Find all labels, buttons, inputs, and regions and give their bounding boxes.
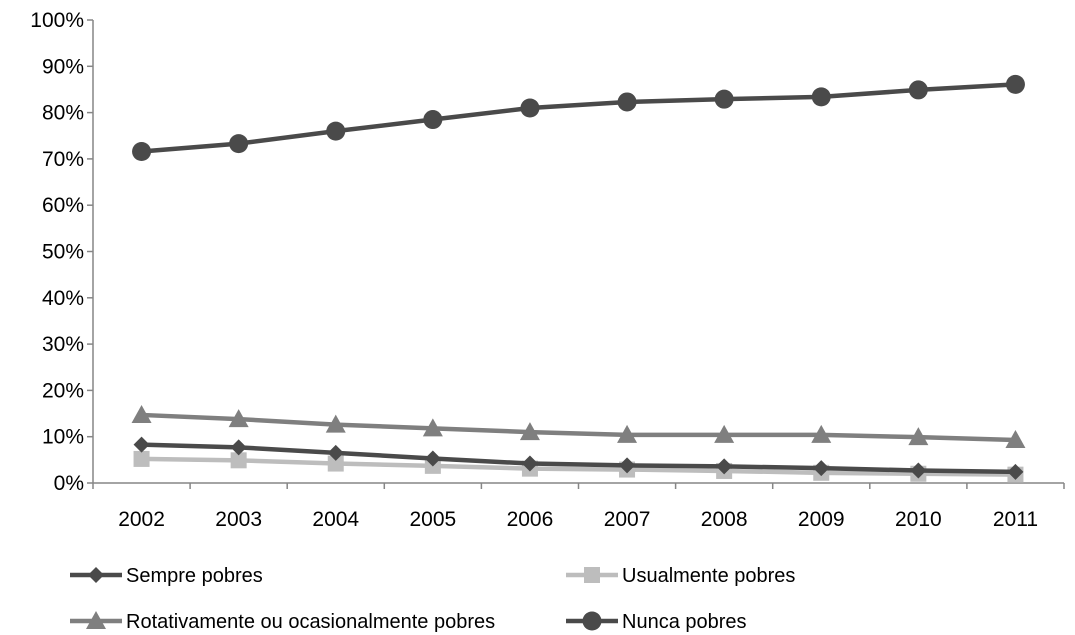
data-point-circle	[714, 89, 734, 109]
data-point-circle	[229, 134, 249, 154]
data-point-circle	[908, 80, 928, 100]
x-tick-label: 2011	[993, 508, 1038, 531]
series-line	[141, 82, 1016, 154]
data-point-circle	[811, 87, 831, 107]
data-point-square	[133, 450, 150, 467]
x-tick-label: 2004	[312, 508, 359, 531]
series-line	[141, 456, 1016, 477]
data-point-triangle	[1005, 429, 1026, 448]
x-tick-label: 2006	[507, 508, 554, 531]
axes: 0% 10% 20% 30% 40% 50% 60% 70% 80% 90% 100% 2002 200…	[30, 9, 1065, 531]
series-rotativamente-ou-ocasionalmente-pobres	[131, 404, 1026, 448]
data-point-diamond	[133, 436, 150, 453]
legend-item-nunca-pobres: Nunca pobres	[566, 611, 747, 633]
legend-marker-triangle	[86, 611, 106, 629]
data-point-circle	[132, 141, 152, 161]
series-usualmente-pobres	[133, 450, 1024, 483]
data-point-triangle	[617, 424, 638, 443]
legend-marker-diamond	[88, 567, 104, 583]
y-tick-label: 80%	[42, 102, 84, 125]
series-line	[141, 412, 1016, 443]
x-tick-label: 2007	[604, 508, 651, 531]
y-tick-label: 0%	[54, 472, 84, 495]
data-point-circle	[617, 92, 637, 112]
x-tick-label: 2009	[798, 508, 845, 531]
data-point-triangle	[228, 409, 249, 428]
legend-item-usualmente-pobres: Usualmente pobres	[566, 565, 795, 587]
y-tick-label: 60%	[42, 194, 84, 217]
series-sempre-pobres	[133, 436, 1024, 480]
y-tick-label: 100%	[30, 9, 84, 32]
legend: Sempre pobres Usualmente pobres Rotativame…	[70, 565, 795, 633]
data-point-diamond	[521, 455, 538, 472]
data-point-diamond	[230, 439, 247, 456]
legend-label: Nunca pobres	[622, 611, 747, 633]
legend-label: Sempre pobres	[126, 565, 263, 587]
legend-item-rotativamente-ou-ocasionalmente-pobres: Rotativamente ou ocasionalmente pobres	[70, 611, 495, 633]
data-point-circle	[423, 110, 443, 130]
data-point-diamond	[1007, 463, 1024, 480]
x-tick-label: 2010	[895, 508, 942, 531]
y-tick-label: 40%	[42, 287, 84, 310]
data-point-triangle	[519, 422, 540, 441]
data-point-diamond	[327, 444, 344, 461]
data-point-diamond	[813, 460, 830, 477]
data-point-diamond	[716, 458, 733, 475]
x-tick-label: 2005	[409, 508, 456, 531]
data-point-diamond	[619, 457, 636, 474]
y-tick-label: 10%	[42, 426, 84, 449]
data-point-triangle	[714, 424, 735, 443]
x-tick-label: 2003	[215, 508, 262, 531]
y-tick-label: 30%	[42, 333, 84, 356]
series-nunca-pobres	[132, 74, 1025, 161]
data-point-triangle	[325, 414, 346, 433]
y-tick-label: 20%	[42, 379, 84, 402]
data-point-circle	[1005, 74, 1025, 94]
data-point-triangle	[811, 424, 832, 443]
y-tick-label: 50%	[42, 241, 84, 264]
legend-item-sempre-pobres: Sempre pobres	[70, 565, 263, 587]
data-point-triangle	[422, 418, 443, 437]
legend-marker-square	[584, 567, 600, 583]
data-point-diamond	[910, 462, 927, 479]
legend-label: Usualmente pobres	[622, 565, 795, 587]
data-point-circle	[326, 121, 346, 141]
data-point-square	[327, 455, 344, 472]
y-tick-label: 70%	[42, 148, 84, 171]
legend-label: Rotativamente ou ocasionalmente pobres	[126, 611, 495, 633]
data-point-triangle	[131, 404, 152, 423]
data-point-circle	[520, 98, 540, 118]
series-line	[141, 442, 1016, 475]
x-tick-label: 2002	[118, 508, 165, 531]
legend-marker-circle	[582, 611, 602, 631]
series-layer	[131, 74, 1026, 483]
x-tick-label: 2008	[701, 508, 748, 531]
data-point-diamond	[424, 450, 441, 467]
y-tick-label: 90%	[42, 55, 84, 78]
data-point-triangle	[908, 427, 929, 446]
data-point-square	[230, 452, 247, 469]
